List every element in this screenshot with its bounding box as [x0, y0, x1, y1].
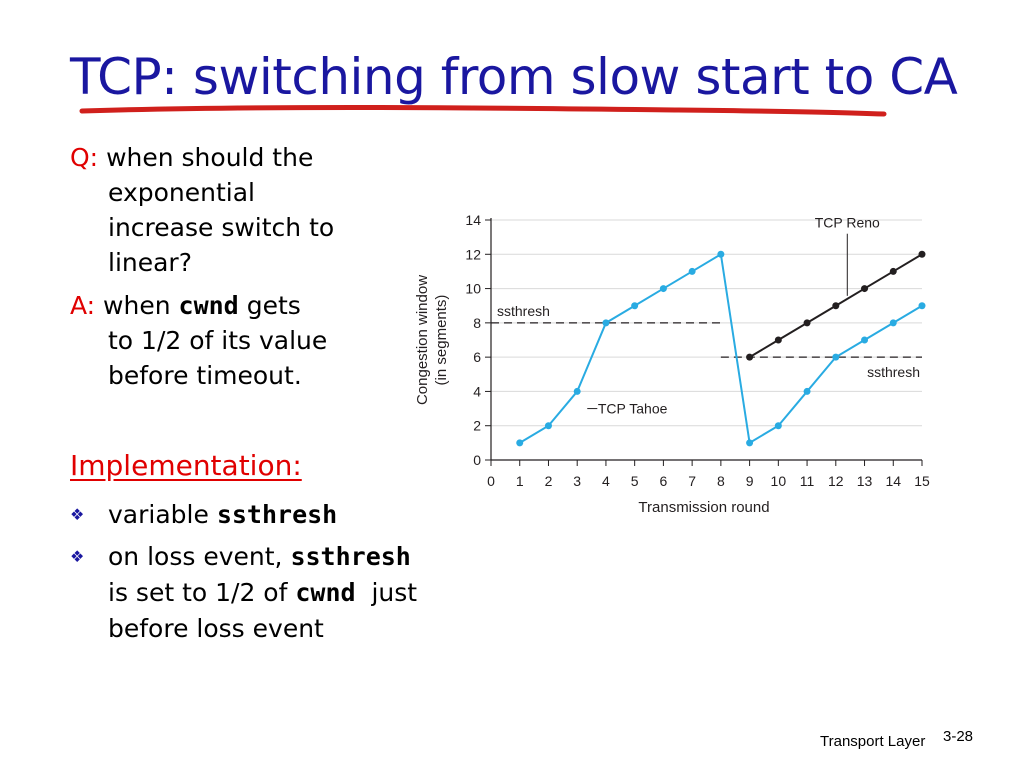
tcp-tahoe-line [519, 252, 923, 445]
slide-title: TCP: switching from slow start to CA [70, 48, 958, 106]
tcp-tahoe-point [516, 439, 524, 447]
implementation-list: ❖ variable ssthresh ❖ on loss event, sst… [70, 497, 490, 653]
y-tick-label: 4 [473, 383, 481, 399]
answer-line-2: to 1/2 of its value [108, 326, 328, 355]
tcp-tahoe-point [889, 319, 897, 327]
title-underline [79, 104, 887, 117]
y-tick-label: 2 [473, 418, 481, 434]
question-line-3: increase switch to [108, 213, 335, 242]
tcp-tahoe-point [746, 439, 754, 447]
y-tick-label: 0 [473, 452, 481, 468]
tcp-reno-point [889, 267, 897, 275]
answer-code-cwnd: cwnd [178, 291, 239, 320]
tcp-tahoe-point [544, 422, 552, 430]
question-line-4: linear? [108, 248, 192, 277]
y-tick-label: 6 [473, 349, 481, 365]
implementation-heading: Implementation: [70, 449, 302, 482]
y-tick-label: 8 [473, 315, 481, 331]
ssthresh-label: ssthresh [497, 303, 550, 319]
y-axis-label-line-2: (in segments) [433, 295, 450, 386]
bullet-item-variable: ❖ variable ssthresh [70, 497, 490, 533]
tcp-tahoe-point [659, 285, 667, 293]
tcp-tahoe-point [688, 267, 696, 275]
answer-post: gets [246, 291, 301, 320]
x-tick-label: 8 [717, 473, 725, 489]
x-tick-label: 2 [545, 473, 553, 489]
bullet-2-pre: on loss event, [108, 542, 283, 571]
x-tick-label: 12 [828, 473, 844, 489]
tcp-tahoe-label: TCP Tahoe [598, 401, 668, 417]
ssthresh-label: ssthresh [867, 364, 920, 380]
question-line-1: when should the [106, 143, 314, 172]
bullet-2-mid: is set to 1/2 of [108, 578, 288, 607]
tcp-reno-point [832, 302, 840, 310]
x-tick-label: 5 [631, 473, 639, 489]
answer-lead: A: [70, 291, 96, 320]
x-tick-label: 4 [602, 473, 610, 489]
x-tick-label: 0 [487, 473, 495, 489]
tcp-tahoe-point [631, 302, 639, 310]
diamond-bullet-icon: ❖ [70, 505, 85, 524]
question-lead: Q: [70, 143, 99, 172]
tcp-reno-point [746, 353, 754, 361]
answer-line-3: before timeout. [108, 361, 302, 390]
tcp-tahoe-point [861, 336, 869, 344]
tcp-reno-label: TCP Reno [815, 215, 880, 231]
bullet-2-code-ssthresh: ssthresh [290, 542, 411, 571]
x-tick-label: 1 [516, 473, 524, 489]
bullet-2-code-cwnd: cwnd [295, 578, 356, 607]
x-tick-label: 15 [914, 473, 930, 489]
tcp-tahoe-point [573, 387, 581, 395]
x-axis-label: Transmission round [638, 499, 769, 516]
tcp-tahoe-point [774, 422, 782, 430]
tcp-reno-point [861, 285, 869, 293]
x-tick-label: 9 [746, 473, 754, 489]
tcp-tahoe-point [803, 387, 811, 395]
bullet-2-line-3: before loss event [108, 614, 324, 643]
y-tick-label: 12 [465, 246, 481, 262]
tcp-tahoe-point [602, 319, 610, 327]
y-tick-label: 10 [465, 281, 481, 297]
bullet-1-code: ssthresh [216, 500, 338, 529]
answer-pre: when [103, 291, 171, 320]
y-tick-label: 14 [465, 212, 481, 228]
y-axis-label-line-1: Congestion window [414, 275, 431, 405]
x-tick-label: 11 [800, 473, 815, 489]
question-line-2: exponential [108, 178, 255, 207]
page-number: 3-28 [943, 728, 974, 745]
tcp-reno-point [918, 250, 926, 258]
x-tick-label: 7 [688, 473, 696, 489]
question-block: Q: when should the exponential increase … [70, 140, 380, 280]
x-tick-label: 14 [885, 473, 901, 489]
footer-label: Transport Layer [820, 733, 926, 750]
x-tick-label: 10 [771, 473, 787, 489]
x-tick-label: 13 [857, 473, 873, 489]
tcp-tahoe-point [832, 353, 840, 361]
bullet-1-text: variable [108, 500, 209, 529]
tcp-tahoe-point [717, 250, 725, 258]
tcp-reno-point [774, 336, 782, 344]
tcp-reno-point [803, 319, 811, 327]
diamond-bullet-icon: ❖ [70, 547, 85, 566]
bullet-2-post: just [371, 578, 418, 607]
x-tick-label: 6 [660, 473, 668, 489]
answer-block: A: when cwnd gets to 1/2 of its value be… [70, 288, 380, 393]
x-tick-label: 3 [573, 473, 581, 489]
bullet-item-loss-event: ❖ on loss event, ssthresh is set to 1/2 … [70, 539, 490, 647]
tcp-tahoe-point [918, 302, 926, 310]
